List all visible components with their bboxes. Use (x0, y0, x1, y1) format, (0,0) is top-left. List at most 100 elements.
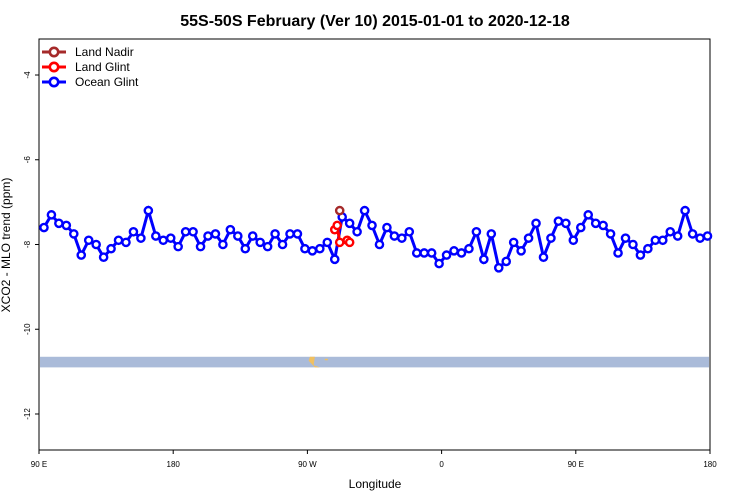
legend-label-land-glint: Land Glint (75, 60, 130, 74)
series-ocean-glint (39, 205, 713, 273)
data-point-ocean-glint (203, 231, 213, 241)
data-point-ocean-glint (344, 218, 355, 229)
data-point-ocean-glint (426, 248, 437, 258)
data-point-ocean-glint (687, 229, 698, 239)
data-point-ocean-glint (546, 233, 556, 243)
data-point-ocean-glint (553, 216, 564, 226)
data-point-ocean-glint (538, 252, 549, 263)
data-point-ocean-glint (628, 239, 638, 250)
series-layer (39, 205, 713, 273)
data-point-ocean-glint (650, 235, 661, 246)
data-point-ocean-glint (643, 243, 653, 254)
data-point-ocean-glint (523, 233, 534, 243)
data-point-ocean-glint (695, 233, 705, 243)
data-point-ocean-glint (486, 229, 497, 239)
data-point-ocean-glint (285, 229, 295, 239)
data-point-ocean-glint (568, 235, 579, 246)
data-point-land-nadir (334, 205, 345, 216)
data-point-ocean-glint (315, 243, 325, 254)
plot-area (38, 38, 711, 451)
data-point-ocean-glint (329, 254, 340, 265)
data-point-ocean-glint (210, 229, 221, 239)
x-tick-label: 180 (167, 460, 181, 469)
x-tick-label: 90 W (298, 460, 317, 469)
data-point-ocean-glint (247, 231, 258, 241)
data-point-ocean-glint (501, 256, 512, 267)
x-axis-label: Longitude (349, 477, 402, 491)
x-tick-label: 90 E (31, 460, 47, 469)
data-point-land-glint (334, 237, 345, 248)
x-axis: 90 E 180 90 W 0 90 E 180 (31, 450, 717, 469)
data-point-land-glint (344, 237, 355, 248)
data-point-ocean-glint (590, 218, 601, 229)
data-point-ocean-glint (307, 246, 318, 256)
data-point-ocean-glint (583, 210, 594, 220)
data-point-ocean-glint (382, 222, 392, 233)
data-point-ocean-glint (292, 229, 303, 239)
map-land-fragment (308, 356, 320, 368)
data-point-ocean-glint (575, 222, 586, 233)
y-tick-label: -6 (23, 156, 32, 164)
data-point-ocean-glint (322, 237, 333, 248)
data-point-ocean-glint (359, 205, 370, 216)
data-point-ocean-glint (605, 229, 616, 239)
data-point-ocean-glint (113, 235, 124, 246)
legend-marker-land-glint (48, 61, 60, 73)
data-point-ocean-glint (434, 258, 444, 269)
data-point-ocean-glint (39, 222, 49, 233)
data-point-ocean-glint (419, 248, 430, 258)
data-point-ocean-glint (270, 229, 280, 239)
data-point-ocean-glint (151, 231, 161, 241)
y-tick-label: -8 (23, 240, 32, 248)
data-point-ocean-glint (173, 241, 183, 252)
data-point-ocean-glint (613, 248, 623, 258)
data-point-ocean-glint (262, 241, 273, 252)
data-point-ocean-glint (76, 250, 87, 260)
data-point-ocean-glint (91, 239, 101, 250)
data-point-ocean-glint (367, 220, 377, 231)
data-point-ocean-glint (680, 205, 690, 216)
data-point-ocean-glint (657, 235, 668, 246)
data-point-ocean-glint (389, 231, 400, 241)
data-point-ocean-glint (300, 243, 310, 254)
x-tick-label: 180 (703, 460, 717, 469)
data-point-ocean-glint (397, 233, 407, 243)
series-land-glint (329, 220, 355, 248)
data-point-ocean-glint (106, 243, 116, 254)
data-point-ocean-glint (61, 220, 72, 231)
data-point-ocean-glint (225, 224, 236, 235)
data-point-ocean-glint (233, 231, 243, 241)
data-point-ocean-glint (672, 231, 683, 241)
data-point-ocean-glint (352, 226, 362, 237)
data-point-ocean-glint (471, 226, 482, 237)
data-point-ocean-glint (180, 226, 191, 237)
data-point-ocean-glint (598, 220, 608, 231)
data-point-ocean-glint (218, 239, 228, 250)
data-point-ocean-glint (404, 226, 415, 237)
data-point-ocean-glint (128, 226, 139, 237)
map-land-islet (324, 358, 328, 361)
data-point-ocean-glint (98, 252, 109, 263)
data-point-ocean-glint (508, 237, 519, 248)
data-point-ocean-glint (165, 233, 176, 243)
map-band (40, 356, 709, 368)
data-point-ocean-glint (121, 237, 131, 248)
data-point-ocean-glint (702, 231, 713, 241)
y-tick-label: -4 (23, 71, 32, 79)
data-point-ocean-glint (456, 248, 467, 258)
data-point-ocean-glint (195, 241, 206, 252)
data-point-ocean-glint (479, 254, 489, 265)
data-point-ocean-glint (665, 226, 676, 237)
data-point-ocean-glint (83, 235, 94, 246)
data-point-ocean-glint (493, 263, 504, 273)
data-point-ocean-glint (411, 248, 422, 258)
data-point-ocean-glint (441, 250, 452, 260)
data-point-ocean-glint (143, 205, 154, 216)
data-point-ocean-glint (620, 233, 631, 243)
x-tick-label: 0 (439, 460, 444, 469)
data-point-ocean-glint (54, 218, 64, 229)
x-tick-label: 90 E (568, 460, 584, 469)
data-point-ocean-glint (68, 229, 79, 239)
